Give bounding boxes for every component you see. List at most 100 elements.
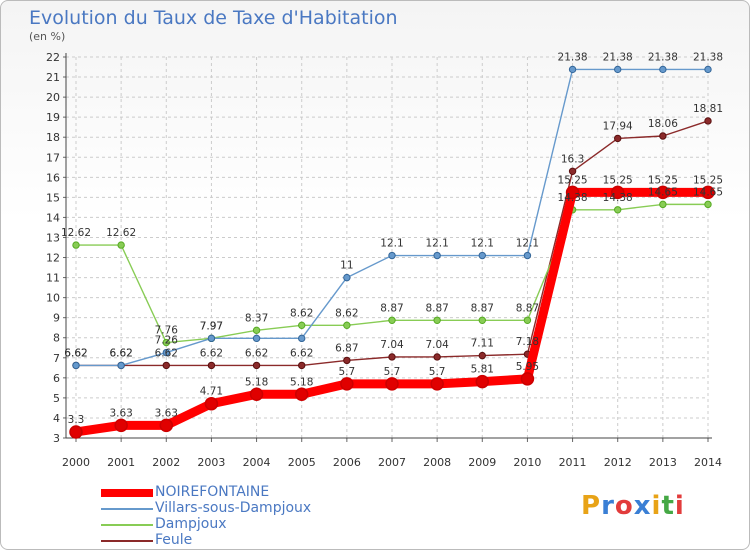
x-tick-labels: 2000 2001 2002 2003 2004 2005 2006 2007 2008 2009… [62,456,722,469]
data-label: 7.26 [155,335,179,347]
data-label: 12.62 [61,227,91,239]
chart-title: Evolution du Taux de Taxe d'Habitation [29,7,398,29]
y-tick-label: 11 [46,272,60,285]
data-point [523,251,532,260]
data-label: 6.62 [109,347,132,359]
data-point [701,185,715,200]
data-point [659,132,667,140]
x-tick-label: 2001 [107,456,135,469]
data-label: 12.1 [425,238,448,250]
data-label: 6.62 [109,347,132,359]
data-point [704,117,712,125]
data-point [614,134,622,143]
data-label: 7.97 [200,320,223,332]
data-label: 6.62 [64,347,87,359]
legend-label: Dampjoux [155,516,227,532]
data-point [343,321,351,330]
data-label: 7.76 [155,325,179,337]
data-point [430,377,444,391]
x-tick-label: 2013 [649,456,677,469]
data-label: 8.87 [425,302,448,314]
data-label: 18.06 [648,118,678,130]
y-tick-label: 9 [53,312,60,325]
x-tick-label: 2005 [288,456,316,469]
data-label: 14.65 [648,186,678,198]
data-point [294,387,309,402]
data-point [568,167,577,176]
data-point [204,396,219,411]
data-point [162,338,170,347]
data-point [252,326,261,335]
data-label: 16.3 [561,153,584,165]
data-point [433,251,441,260]
data-point [704,200,712,209]
data-point [614,65,622,74]
data-point [520,372,535,386]
logo-letter: r [601,491,615,521]
y-tick-label: 16 [46,171,60,184]
data-label: 7.11 [471,338,494,350]
data-label: 4.71 [200,386,223,398]
axes [63,53,712,442]
x-tick-label: 2006 [333,456,361,469]
data-label: 15.25 [648,174,678,186]
legend-label: Villars-sous-Dampjoux [155,500,312,516]
data-label: 5.95 [516,361,539,373]
y-tick-label: 21 [46,71,60,84]
data-point [523,316,532,324]
y-tick-label: 22 [46,51,60,64]
data-point [388,353,396,361]
y-tick-label: 5 [53,392,60,405]
data-label: 6.87 [335,342,358,354]
data-label: 6.62 [200,347,223,359]
data-label: 14.65 [693,186,723,198]
data-label: 21.38 [693,51,723,63]
series-lines [69,65,715,439]
data-label: 7.18 [516,336,539,348]
data-point [385,377,399,391]
data-point [343,356,351,365]
data-point [252,334,261,343]
data-point [659,200,667,209]
data-label: 21.38 [603,51,633,63]
data-label: 12.62 [106,227,136,239]
data-label: 15.25 [558,174,588,186]
data-label: 17.94 [603,120,633,132]
y-axis-unit: (en %) [29,30,66,43]
logo-letter: i [651,491,662,521]
data-label: 7.97 [200,320,223,332]
y-tick-label: 15 [46,191,60,204]
data-labels: 3.3 3.63 3.63 4.71 5.18 5.18 5.7 5.7 5.7 5.81 5.95… [61,51,723,426]
y-tick-label: 3 [53,432,60,445]
y-tick-label: 13 [46,231,60,244]
logo-letter: x [633,491,652,521]
y-tick-labels: 3 4 5 6 7 8 9 10 11 12 13 14 15 16 17 18 19 20 21 22 [46,51,60,445]
legend-label: Feule [155,532,193,548]
legend-label: NOIREFONTAINE [155,484,270,500]
data-point [117,361,125,370]
y-tick-label: 4 [53,412,60,425]
x-tick-label: 2007 [378,456,406,469]
data-label: 18.81 [693,103,723,115]
data-point [656,185,670,200]
data-point [340,377,354,391]
data-label: 6.62 [290,347,313,359]
data-point [659,65,667,74]
data-point [704,65,712,74]
data-point [565,185,580,200]
data-point [568,65,577,74]
data-label: 12.1 [380,238,403,250]
data-label: 15.25 [603,174,633,186]
x-tick-label: 2000 [62,456,90,469]
data-label: 5.7 [429,366,446,378]
y-tick-label: 12 [46,252,60,265]
data-point [475,374,490,389]
legend-swatch [101,540,153,542]
data-label: 5.81 [471,364,494,376]
data-label: 21.38 [648,51,678,63]
x-tick-label: 2004 [243,456,271,469]
grid-lines [66,56,709,439]
x-tick-label: 2009 [468,456,496,469]
legend-swatch [101,524,153,526]
